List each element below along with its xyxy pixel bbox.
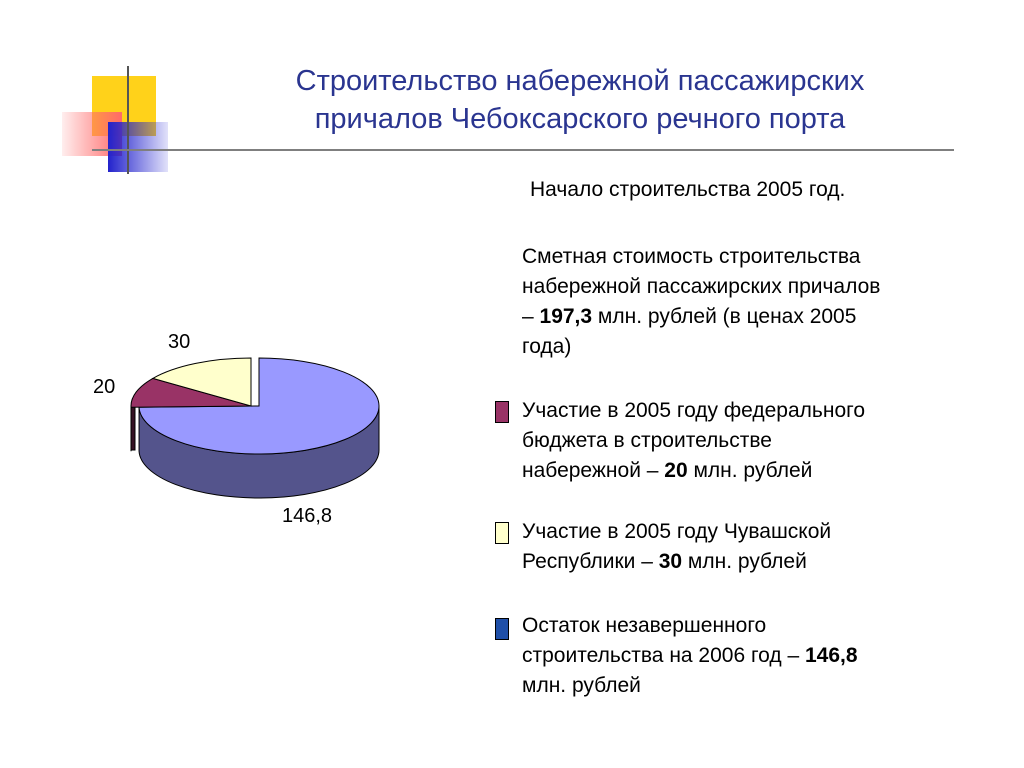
pie-slice-remaining xyxy=(138,357,380,455)
pie-slice-federal xyxy=(130,377,252,408)
pie-wall-federal xyxy=(130,405,136,451)
remaining-line-3: млн. рублей xyxy=(522,674,641,697)
chuvash-value: 30 xyxy=(658,550,683,573)
legend-item-chuvash: Участие в 2005 году Чувашской Республики… xyxy=(522,517,972,577)
legend-swatch-remaining xyxy=(495,618,509,640)
title-line-1: Строительство набережной пассажирских xyxy=(295,65,865,97)
legend-swatch-federal xyxy=(495,401,509,423)
legend-item-federal: Участие в 2005 году федерального бюджета… xyxy=(522,396,972,486)
decor-blue-square xyxy=(108,122,168,172)
pie-label-federal: 20 xyxy=(93,376,116,398)
pie-label-chuvash: 30 xyxy=(168,331,191,353)
federal-line-3: набережной – 20 млн. рублей xyxy=(522,456,972,486)
estimate-line-3: – 197,3 млн. рублей (в ценах 2005 xyxy=(522,302,972,332)
decor-vertical-line xyxy=(127,66,129,174)
slide-title: Строительство набережной пассажирских пр… xyxy=(200,62,960,138)
pie-tops xyxy=(130,357,380,455)
estimate-dash: – xyxy=(522,305,540,328)
construction-start-text: Начало строительства 2005 год. xyxy=(530,178,846,201)
estimate-line-1: Сметная стоимость строительства xyxy=(522,245,861,268)
chuvash-line-2: Республики – 30 млн. рублей xyxy=(522,547,972,577)
chuvash-line-1: Участие в 2005 году Чувашской xyxy=(522,520,832,543)
legend-swatch-chuvash xyxy=(495,522,509,544)
federal-value: 20 xyxy=(664,459,688,482)
federal-suffix: млн. рублей xyxy=(687,459,813,482)
chuvash-prefix: Республики – xyxy=(522,550,659,573)
federal-line-2: бюджета в строительстве xyxy=(522,429,772,452)
pie-label-remaining: 146,8 xyxy=(282,505,333,527)
legend-item-remaining: Остаток незавершенного строительства на … xyxy=(522,611,972,701)
remaining-line-2: строительства на 2006 год – 146,8 xyxy=(522,641,972,671)
estimate-line-2: набережной пассажирских причалов xyxy=(522,275,881,298)
federal-line-1: Участие в 2005 году федерального xyxy=(522,399,866,422)
chuvash-suffix: млн. рублей xyxy=(682,550,807,573)
estimate-total-value: 197,3 xyxy=(539,305,593,328)
estimate-text: Сметная стоимость строительства набережн… xyxy=(522,242,972,362)
remaining-prefix: строительства на 2006 год – xyxy=(522,644,805,667)
estimate-suffix: млн. рублей (в ценах 2005 xyxy=(592,305,857,328)
pie-slice-chuvash xyxy=(151,357,252,407)
estimate-line-4: года) xyxy=(522,335,572,358)
remaining-line-1: Остаток незавершенного xyxy=(522,614,767,637)
federal-prefix: набережной – xyxy=(522,459,665,482)
title-line-2: причалов Чебоксарского речного порта xyxy=(314,103,846,135)
title-divider xyxy=(92,149,954,151)
remaining-value: 146,8 xyxy=(805,644,858,667)
